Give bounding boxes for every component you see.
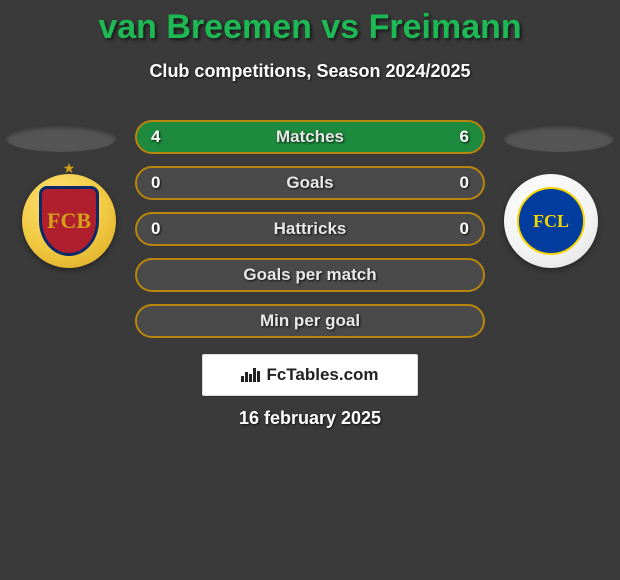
stat-label: Min per goal [260,311,360,331]
team-badge-left-label: FCB [39,186,99,256]
stat-label: Goals [286,173,333,193]
stat-row: Min per goal [135,304,485,338]
stat-label: Matches [276,127,344,147]
stat-label: Hattricks [274,219,347,239]
stat-row: Hattricks 0 0 [135,212,485,246]
page-title: van Breemen vs Freimann [0,0,620,47]
stat-value-right: 0 [460,173,469,193]
star-icon: ★ [63,160,76,177]
stat-value-left: 0 [151,173,160,193]
stat-value-left: 0 [151,219,160,239]
chart-icon [241,368,260,382]
team-badge-left: ★ FCB [22,174,116,268]
platform-right [504,126,614,152]
stat-value-right: 6 [460,127,469,147]
stat-label: Goals per match [243,265,376,285]
date-label: 16 february 2025 [0,408,620,429]
team-badge-right: FCL [504,174,598,268]
watermark-text: FcTables.com [266,365,378,385]
stat-row: Goals 0 0 [135,166,485,200]
platform-left [6,126,116,152]
subtitle: Club competitions, Season 2024/2025 [0,61,620,82]
stat-value-left: 4 [151,127,160,147]
watermark: FcTables.com [202,354,418,396]
stat-row: Matches 4 6 [135,120,485,154]
team-badge-right-label: FCL [517,187,585,255]
stat-value-right: 0 [460,219,469,239]
stats-panel: Matches 4 6 Goals 0 0 Hattricks 0 0 Goals per mat… [135,120,485,350]
stat-row: Goals per match [135,258,485,292]
